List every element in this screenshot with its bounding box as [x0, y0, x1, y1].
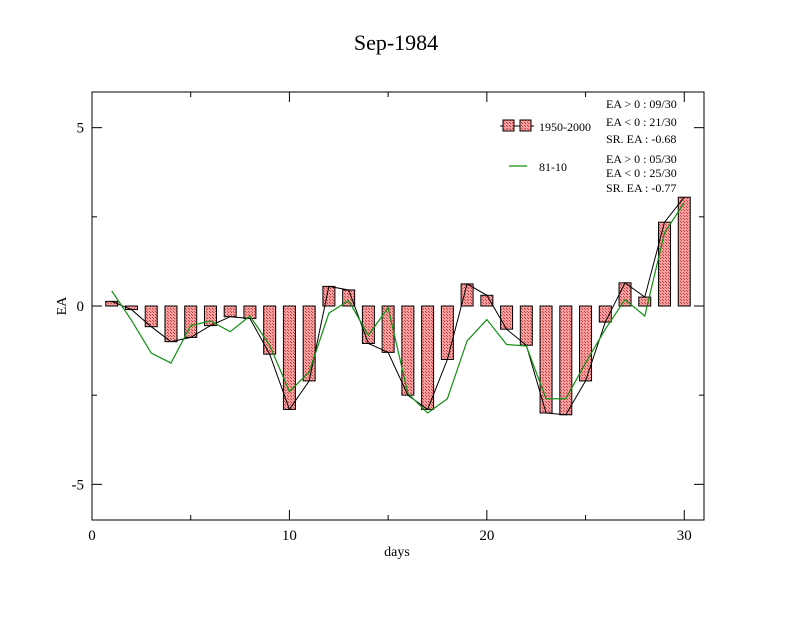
y-axis-label: EA: [55, 296, 70, 316]
stats-line: EA > 0 : 09/30: [606, 97, 677, 111]
y-tick-label: -5: [72, 477, 85, 493]
legend-label-1950-2000: 1950-2000: [539, 120, 591, 134]
stats-line: EA < 0 : 21/30: [606, 115, 677, 129]
bar-1950-2000: [322, 285, 336, 307]
x-tick-label: 30: [677, 528, 692, 544]
bar-1950-2000: [440, 305, 454, 360]
bar-1950-2000: [105, 300, 119, 307]
bar-1950-2000: [223, 305, 237, 318]
stats-line: EA > 0 : 05/30: [606, 152, 677, 166]
bar-1950-2000: [361, 305, 375, 344]
bar-1950-2000: [677, 196, 691, 307]
series-line-1950-2000: [111, 196, 685, 416]
stats-line: EA < 0 : 25/30: [606, 166, 677, 180]
bar-1950-2000: [519, 305, 533, 346]
chart-title: Sep-1984: [354, 30, 438, 55]
legend-swatch-1950-2000: [502, 119, 515, 132]
bar-1950-2000: [401, 305, 415, 396]
bar-1950-2000: [282, 305, 296, 410]
legend-label-81-10: 81-10: [539, 160, 567, 174]
x-tick-label: 20: [479, 528, 494, 544]
bar-1950-2000: [500, 305, 514, 330]
legend-swatch-1950-2000: [519, 119, 532, 132]
bar-1950-2000: [421, 305, 435, 410]
bar-1950-2000: [460, 283, 474, 307]
y-tick-label: 5: [77, 121, 85, 137]
bar-1950-2000: [164, 305, 178, 343]
stats-line: SR. EA : -0.77: [606, 181, 676, 195]
bar-1950-2000: [302, 305, 316, 382]
x-tick-label: 10: [282, 528, 297, 544]
stats-line: SR. EA : -0.68: [606, 132, 676, 146]
x-axis-label: days: [384, 545, 410, 560]
y-tick-label: 0: [77, 299, 85, 315]
series-line-81-10: [111, 202, 685, 414]
x-tick-label: 0: [88, 528, 96, 544]
legend: 1950-2000 81-10 EA > 0 : 09/30 EA < 0 : 21/…: [500, 97, 677, 195]
plot-area: 0 10 20 30 -5 0 5: [72, 91, 705, 544]
bar-1950-2000: [480, 294, 494, 307]
